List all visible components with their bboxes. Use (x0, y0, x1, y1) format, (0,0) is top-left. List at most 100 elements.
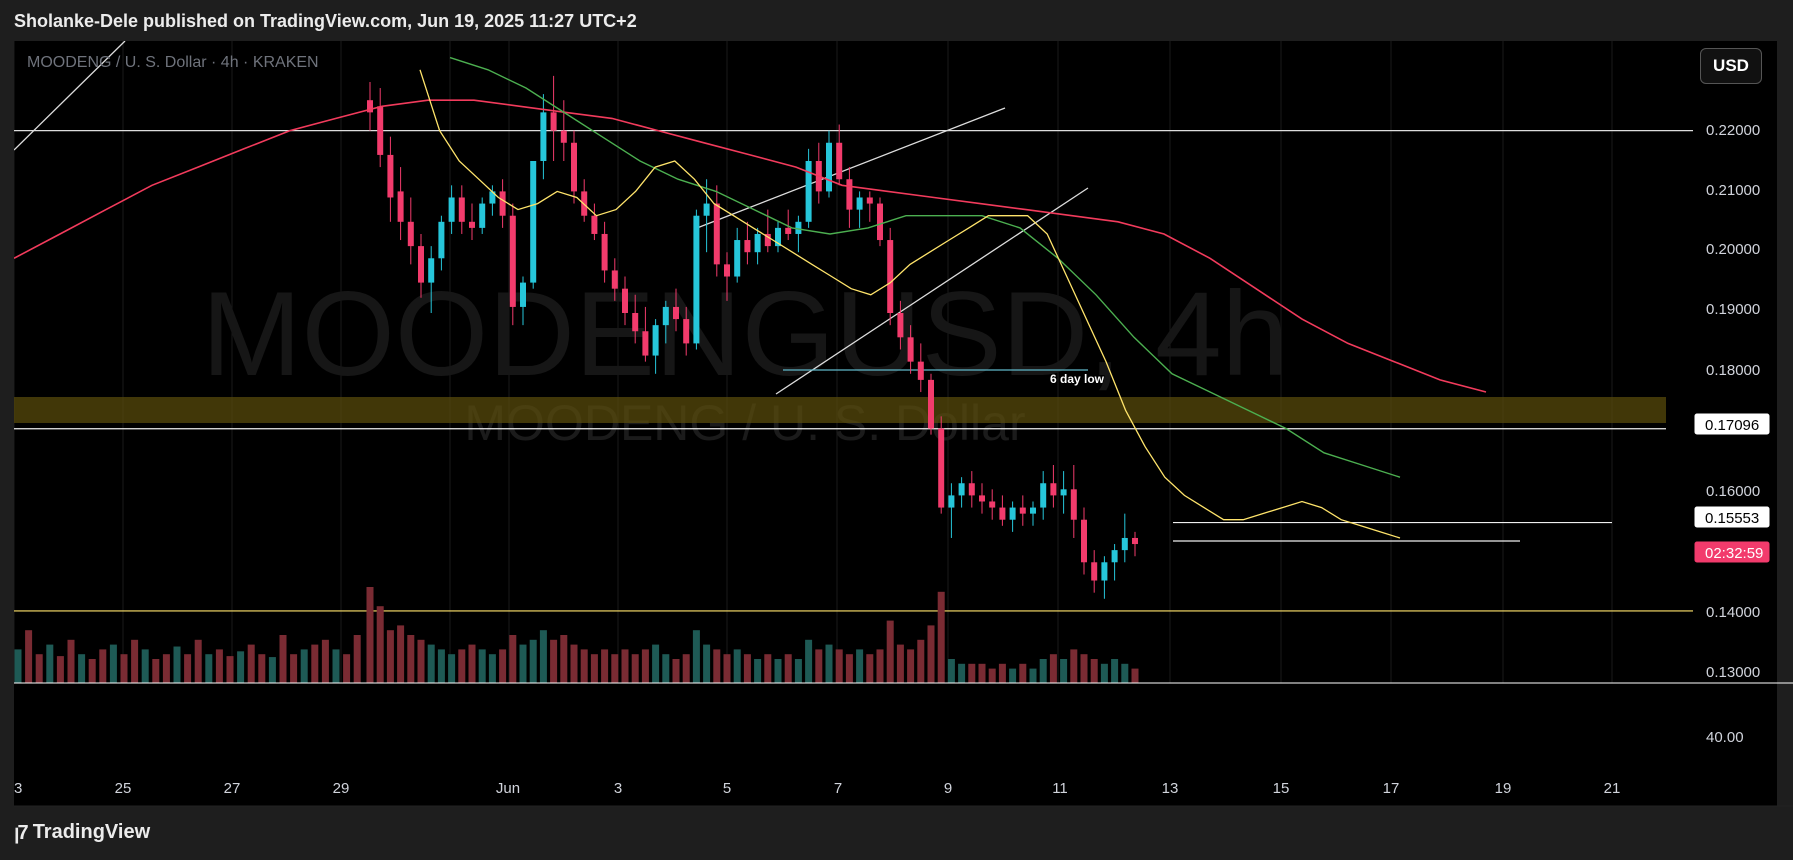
volume-bar (300, 649, 308, 683)
rsi-ma-line (14, 706, 1486, 720)
candle-body (673, 306, 679, 320)
x-axis-tick-label: 13 (1162, 780, 1179, 797)
volume-bar (733, 649, 741, 683)
volume-bar (152, 659, 160, 683)
price-label-level-1-bg (1694, 413, 1770, 435)
volume-bar (226, 656, 234, 683)
y-axis-tick-label: 0.14000 (1706, 604, 1760, 621)
candle-body (775, 227, 781, 247)
candle-body (560, 130, 567, 143)
volume-bar (14, 649, 22, 683)
volume-bar (120, 654, 128, 683)
volume-bar (560, 635, 568, 683)
volume-bar (1070, 649, 1078, 683)
volume-bar (427, 644, 435, 683)
candle-body (662, 306, 669, 326)
volume-bar (968, 663, 976, 683)
volume-bar (896, 644, 904, 683)
brand-label: TradingView (32, 821, 151, 843)
publish-header: Sholanke-Dele published on TradingView.c… (14, 11, 637, 31)
candle-body (826, 142, 832, 192)
candle-body (897, 313, 904, 338)
x-axis-tick-label: 9 (944, 780, 952, 797)
volume-bar (958, 663, 966, 683)
volume-bar (386, 630, 394, 683)
volume-bar (764, 654, 772, 683)
volume-bar (1090, 659, 1098, 683)
volume-bar (131, 639, 139, 683)
watermark-symbol: MOODENGUSD, 4h (202, 267, 1289, 401)
volume-bar (1049, 654, 1057, 683)
volume-bar (743, 654, 751, 683)
candle-body (999, 507, 1006, 520)
x-axis-tick-label: 19 (1495, 780, 1512, 797)
price-label-level-2-bg (1694, 506, 1770, 528)
volume-bar (927, 625, 935, 683)
volume-bar (468, 644, 476, 683)
volume-bar (397, 625, 405, 683)
volume-bar (723, 654, 731, 683)
volume-bar (947, 659, 955, 683)
currency-button[interactable]: USD (1700, 48, 1762, 84)
volume-bar (907, 649, 915, 683)
x-axis-tick-label: 21 (1604, 780, 1621, 797)
volume-bar (590, 654, 598, 683)
candle-body (499, 191, 506, 216)
volume-bar (917, 639, 925, 683)
candle-body (836, 142, 843, 180)
volume-bar (499, 649, 507, 683)
resistance-zone (14, 397, 1666, 423)
candle-body (917, 361, 924, 380)
volume-bar (1060, 659, 1068, 683)
wedge-upper-line (696, 107, 1006, 229)
volume-bar (611, 654, 619, 683)
candle-body (367, 100, 373, 113)
volume-bar (886, 620, 894, 683)
candle-body (1111, 550, 1118, 563)
candle-body (693, 215, 700, 344)
ma-fast-line (419, 69, 1401, 539)
candle-body (1009, 507, 1016, 520)
volume-bar (805, 639, 813, 683)
volume-bar (1080, 654, 1088, 683)
y-axis-tick-label: 0.20000 (1706, 241, 1760, 258)
volume-bar (321, 639, 329, 683)
volume-bar (46, 644, 54, 683)
y-axis-tick-label: 0.19000 (1706, 301, 1760, 318)
volume-bar (631, 654, 639, 683)
six-day-low-label: 6 day low (1050, 372, 1105, 386)
volume-bar (550, 639, 558, 683)
volume-bar (845, 654, 853, 683)
volume-bar (35, 654, 43, 683)
volume-bar (478, 649, 486, 683)
chart-panel[interactable] (14, 41, 1777, 806)
volume-bar (662, 654, 670, 683)
candle-body (887, 240, 894, 313)
candle-body (397, 191, 404, 222)
candle-body (928, 379, 934, 429)
candle-body (866, 197, 873, 204)
volume-bar (162, 654, 170, 683)
candle-body (550, 112, 557, 131)
volume-bar (856, 649, 864, 683)
candle-body (1091, 562, 1098, 581)
candle-body (1101, 562, 1108, 581)
volume-bar (1111, 659, 1119, 683)
ma-mid-line (449, 56, 1401, 478)
candle-body (764, 233, 771, 247)
volume-bar (774, 659, 782, 683)
volume-bar (407, 635, 415, 683)
volume-bar (56, 656, 64, 683)
y-axis-tick-label: 0.13000 (1706, 664, 1760, 681)
volume-bar (290, 654, 298, 683)
rsi-line (14, 702, 1489, 724)
volume-bar (173, 646, 181, 683)
volume-bar (988, 668, 996, 683)
x-axis-tick-label: 3 (14, 780, 22, 797)
volume-bar (835, 649, 843, 683)
volume-bar (978, 663, 986, 683)
volume-bar (509, 635, 517, 683)
volume-bar (215, 649, 223, 683)
volume-bar (99, 649, 107, 683)
